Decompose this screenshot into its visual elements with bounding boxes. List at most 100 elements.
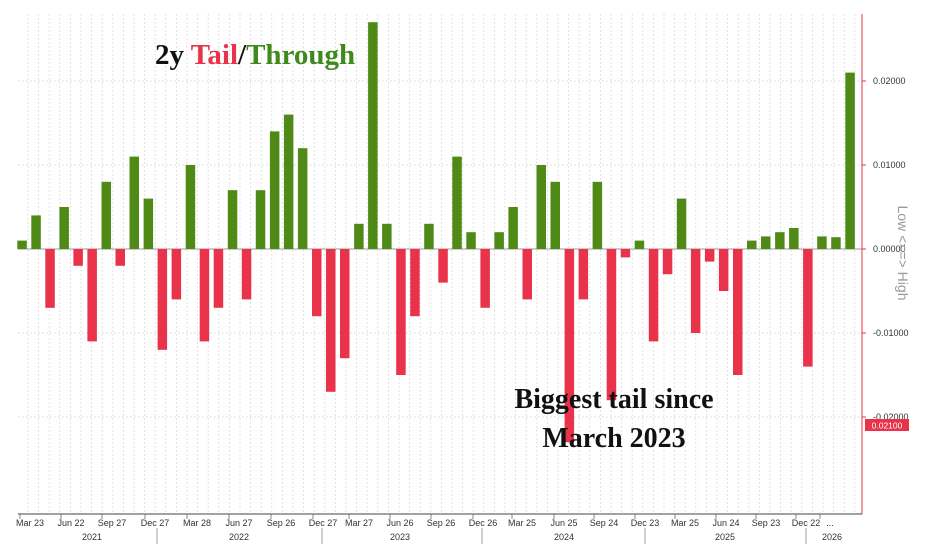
through-bar bbox=[452, 156, 462, 249]
x-tick-label: Sep 26 bbox=[267, 518, 296, 528]
through-bar bbox=[129, 156, 139, 249]
year-label: 2026 bbox=[822, 532, 842, 542]
through-bar bbox=[424, 223, 434, 249]
last-value-label: 0.02100 bbox=[872, 421, 903, 431]
year-label: 2025 bbox=[715, 532, 735, 542]
x-tick-label: Jun 24 bbox=[712, 518, 739, 528]
tail-bar bbox=[620, 249, 631, 258]
x-tick-label: Jun 27 bbox=[225, 518, 252, 528]
title-part-through: Through bbox=[246, 39, 355, 71]
x-tick-label: Sep 27 bbox=[98, 518, 127, 528]
y-tick-label: 0.02000 bbox=[873, 76, 906, 86]
x-tick-label: Mar 25 bbox=[508, 518, 536, 528]
tail-bar bbox=[45, 249, 55, 308]
tail-bar bbox=[115, 249, 125, 266]
through-bar bbox=[789, 228, 799, 249]
through-bar bbox=[227, 190, 238, 249]
through-bar bbox=[185, 165, 196, 249]
through-bar bbox=[761, 236, 771, 249]
tail-bar bbox=[578, 249, 589, 300]
x-tick-label: Mar 28 bbox=[183, 518, 211, 528]
title-part-2y: 2y bbox=[155, 39, 191, 71]
through-bar bbox=[466, 232, 476, 249]
x-tick-labels: Mar 23 Jun 22 Sep 27 Dec 27 Mar 28 Jun 27 Sep … bbox=[16, 514, 834, 528]
through-bar bbox=[494, 232, 504, 249]
through-bar bbox=[143, 198, 154, 249]
x-tick-label: Mar 23 bbox=[16, 518, 44, 528]
tail-bar bbox=[662, 249, 673, 275]
through-bar bbox=[31, 215, 41, 249]
x-tick-label: Mar 27 bbox=[345, 518, 373, 528]
x-tick-label: Dec 27 bbox=[309, 518, 338, 528]
tail-bar bbox=[157, 249, 168, 350]
x-tick-label: Jun 25 bbox=[550, 518, 577, 528]
tail-bar bbox=[803, 249, 813, 367]
through-bar bbox=[775, 232, 785, 249]
through-bar bbox=[676, 198, 687, 249]
tail-bar bbox=[213, 249, 224, 308]
x-tick-label: Jun 22 bbox=[57, 518, 84, 528]
tail-bar bbox=[340, 249, 350, 359]
y-tick-label: 0.01000 bbox=[873, 160, 906, 170]
tail-bar bbox=[564, 249, 575, 443]
through-bar bbox=[592, 181, 603, 249]
tail-bar bbox=[87, 249, 97, 342]
through-bar bbox=[845, 72, 855, 249]
tail-bar bbox=[326, 249, 336, 392]
x-tick-label: Dec 22 bbox=[792, 518, 821, 528]
through-bar bbox=[354, 223, 364, 249]
tail-bar bbox=[241, 249, 252, 300]
through-bar bbox=[59, 207, 69, 249]
through-bar bbox=[831, 237, 841, 249]
year-label: 2021 bbox=[82, 532, 102, 542]
tail-bar bbox=[690, 249, 701, 333]
tail-bar bbox=[733, 249, 743, 375]
year-label: 2024 bbox=[554, 532, 574, 542]
x-tick-label: Sep 26 bbox=[427, 518, 456, 528]
y-tick-label: 0.00000 bbox=[873, 244, 906, 254]
tail-bar bbox=[396, 249, 406, 375]
x-tick-label: Jun 26 bbox=[386, 518, 413, 528]
annotation-line-2: March 2023 bbox=[542, 423, 685, 454]
through-bar bbox=[747, 240, 757, 249]
x-tick-label: Sep 24 bbox=[590, 518, 619, 528]
title-part-slash: / bbox=[237, 39, 247, 71]
x-tick-label: Dec 26 bbox=[469, 518, 498, 528]
through-bar bbox=[17, 240, 27, 249]
tail-bar bbox=[312, 249, 322, 317]
tail-bar bbox=[480, 249, 490, 308]
tail-bar bbox=[438, 249, 448, 283]
x-tick-label: Dec 23 bbox=[631, 518, 660, 528]
y-tick-label: 0.03000 bbox=[873, 0, 906, 2]
through-bar bbox=[283, 114, 294, 249]
x-tick-label: Mar 25 bbox=[671, 518, 699, 528]
annotation-line-1: Biggest tail since bbox=[514, 384, 713, 415]
y-tick-label: -0.02000 bbox=[873, 412, 909, 422]
y-tick-labels: -0.02000 -0.01000 0.00000 0.01000 0.02000 0.0… bbox=[862, 0, 909, 422]
tail-bar bbox=[606, 249, 617, 401]
last-value-marker: 0.02100 bbox=[865, 419, 909, 431]
through-bar bbox=[368, 22, 378, 250]
through-bar bbox=[382, 223, 392, 249]
through-bar bbox=[508, 207, 518, 249]
through-bar bbox=[101, 181, 111, 249]
tail-bar bbox=[410, 249, 420, 317]
x-tick-label: Dec 27 bbox=[141, 518, 170, 528]
chart-title: 2y Tail/Through bbox=[155, 39, 355, 71]
year-label: 2022 bbox=[229, 532, 249, 542]
tail-bar bbox=[648, 249, 659, 342]
tail-bar bbox=[171, 249, 182, 300]
x-tick-label: ... bbox=[826, 518, 834, 528]
tail-bar bbox=[522, 249, 532, 300]
year-label: 2023 bbox=[390, 532, 410, 542]
x-tick-label: Sep 23 bbox=[752, 518, 781, 528]
through-bar bbox=[817, 236, 827, 249]
through-bar bbox=[297, 148, 308, 249]
through-bar bbox=[536, 165, 546, 249]
tail-bar bbox=[704, 249, 715, 262]
through-bar bbox=[269, 131, 280, 249]
tail-bar bbox=[199, 249, 210, 342]
tail-bar bbox=[73, 249, 83, 266]
